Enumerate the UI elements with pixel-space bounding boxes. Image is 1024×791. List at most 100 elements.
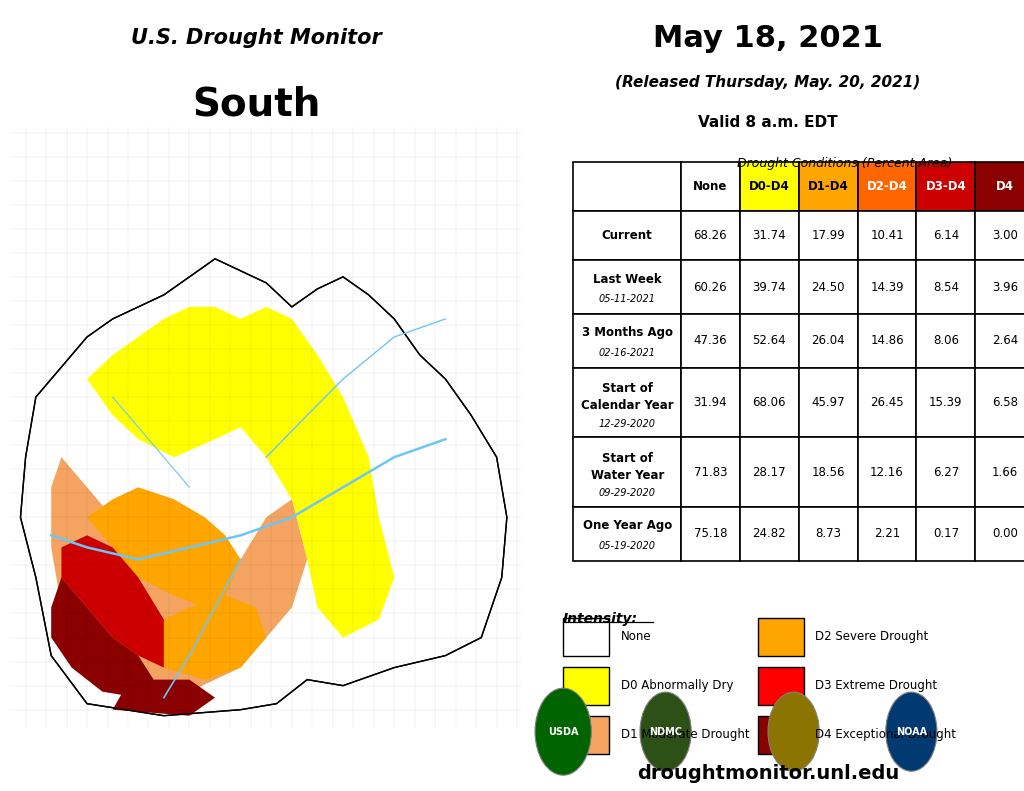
- Text: 71.83: 71.83: [693, 466, 727, 479]
- Bar: [916, 507, 975, 561]
- Text: 47.36: 47.36: [693, 335, 727, 347]
- Text: U.S. Drought Monitor: U.S. Drought Monitor: [131, 28, 381, 47]
- Bar: [563, 618, 609, 656]
- Text: Calendar Year: Calendar Year: [581, 399, 674, 412]
- Bar: [739, 507, 799, 561]
- Bar: [681, 368, 739, 437]
- Bar: [975, 162, 1024, 211]
- Text: 12-29-2020: 12-29-2020: [599, 418, 655, 429]
- Text: 45.97: 45.97: [811, 396, 845, 409]
- Text: Last Week: Last Week: [593, 273, 662, 286]
- Bar: [799, 260, 858, 314]
- Text: 8.54: 8.54: [933, 281, 958, 293]
- Bar: [799, 507, 858, 561]
- Text: 6.58: 6.58: [992, 396, 1018, 409]
- Text: (Released Thursday, May. 20, 2021): (Released Thursday, May. 20, 2021): [615, 75, 921, 90]
- Text: 39.74: 39.74: [753, 281, 786, 293]
- Text: 60.26: 60.26: [693, 281, 727, 293]
- Polygon shape: [138, 596, 266, 679]
- Text: D2-D4: D2-D4: [866, 180, 907, 193]
- Text: 02-16-2021: 02-16-2021: [599, 348, 655, 358]
- Text: One Year Ago: One Year Ago: [583, 520, 672, 532]
- Bar: [681, 211, 739, 260]
- Bar: [758, 618, 804, 656]
- Text: None: None: [693, 180, 728, 193]
- Text: Water Year: Water Year: [591, 468, 664, 482]
- Bar: [739, 162, 799, 211]
- Bar: [916, 260, 975, 314]
- Polygon shape: [87, 307, 394, 638]
- Text: Start of: Start of: [602, 452, 652, 465]
- Bar: [916, 211, 975, 260]
- Bar: [799, 368, 858, 437]
- Text: 14.86: 14.86: [870, 335, 904, 347]
- Bar: [681, 314, 739, 368]
- Text: D3-D4: D3-D4: [926, 180, 967, 193]
- Text: 26.45: 26.45: [870, 396, 904, 409]
- Text: 68.06: 68.06: [753, 396, 786, 409]
- Bar: [975, 314, 1024, 368]
- Bar: [975, 368, 1024, 437]
- Bar: [857, 314, 916, 368]
- Bar: [573, 437, 681, 507]
- Bar: [799, 162, 858, 211]
- Text: South: South: [191, 86, 321, 124]
- Bar: [563, 716, 609, 754]
- Bar: [739, 437, 799, 507]
- Bar: [563, 667, 609, 705]
- Text: 31.94: 31.94: [693, 396, 727, 409]
- Text: droughtmonitor.unl.edu: droughtmonitor.unl.edu: [637, 764, 899, 783]
- Text: D3 Extreme Drought: D3 Extreme Drought: [815, 679, 937, 692]
- Text: 0.00: 0.00: [992, 528, 1018, 540]
- Bar: [916, 314, 975, 368]
- Text: 09-29-2020: 09-29-2020: [599, 488, 655, 498]
- Circle shape: [640, 692, 691, 771]
- Bar: [681, 437, 739, 507]
- Text: 15.39: 15.39: [929, 396, 963, 409]
- Bar: [857, 368, 916, 437]
- Text: 17.99: 17.99: [811, 229, 845, 242]
- Text: Intensity:: Intensity:: [563, 612, 638, 626]
- Circle shape: [886, 692, 937, 771]
- Text: 6.14: 6.14: [933, 229, 959, 242]
- Bar: [758, 716, 804, 754]
- Bar: [857, 162, 916, 211]
- Circle shape: [768, 692, 819, 771]
- Bar: [857, 507, 916, 561]
- Bar: [916, 162, 975, 211]
- Text: 05-19-2020: 05-19-2020: [599, 541, 655, 551]
- Text: USDA: USDA: [548, 727, 579, 736]
- Text: 0.17: 0.17: [933, 528, 959, 540]
- Text: 2.21: 2.21: [873, 528, 900, 540]
- Text: 05-11-2021: 05-11-2021: [599, 294, 655, 304]
- Bar: [975, 437, 1024, 507]
- Text: 75.18: 75.18: [693, 528, 727, 540]
- Bar: [573, 162, 681, 211]
- Polygon shape: [51, 577, 154, 698]
- Text: 26.04: 26.04: [811, 335, 845, 347]
- Text: D0 Abnormally Dry: D0 Abnormally Dry: [621, 679, 733, 692]
- Bar: [975, 211, 1024, 260]
- Bar: [857, 437, 916, 507]
- Bar: [573, 314, 681, 368]
- Text: None: None: [621, 630, 651, 643]
- Bar: [681, 260, 739, 314]
- Bar: [739, 260, 799, 314]
- Text: 24.50: 24.50: [811, 281, 845, 293]
- Text: Start of: Start of: [602, 382, 652, 396]
- Text: NDMC: NDMC: [649, 727, 682, 736]
- Text: 31.74: 31.74: [753, 229, 786, 242]
- Text: D0-D4: D0-D4: [749, 180, 790, 193]
- Bar: [799, 437, 858, 507]
- Text: 10.41: 10.41: [870, 229, 904, 242]
- Polygon shape: [20, 259, 507, 716]
- Text: 3 Months Ago: 3 Months Ago: [582, 327, 673, 339]
- Text: D1 Moderate Drought: D1 Moderate Drought: [621, 729, 750, 741]
- Bar: [681, 507, 739, 561]
- Text: D4 Exceptional Drought: D4 Exceptional Drought: [815, 729, 956, 741]
- Text: D4: D4: [995, 180, 1014, 193]
- Bar: [799, 211, 858, 260]
- Polygon shape: [61, 536, 164, 668]
- Text: Valid 8 a.m. EDT: Valid 8 a.m. EDT: [698, 115, 838, 130]
- Polygon shape: [87, 487, 241, 607]
